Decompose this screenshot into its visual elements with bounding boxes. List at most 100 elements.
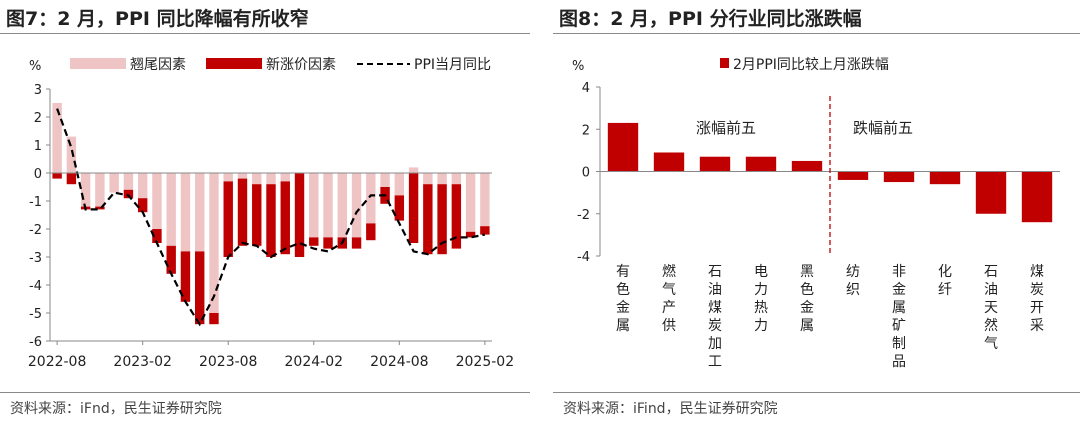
bar-carry-over <box>266 173 276 185</box>
bar-carry-over <box>337 173 347 238</box>
bar-carry-over <box>252 173 262 185</box>
bar-new-price <box>366 223 376 241</box>
bar-new-price <box>180 251 191 302</box>
figure-7-x-tick-label: 2022-08 <box>28 354 87 370</box>
bar-new-price <box>123 189 134 199</box>
bar-carry-over <box>109 173 119 193</box>
bar-new-price <box>95 206 105 210</box>
legend-label-carry-over: 翘尾因素 <box>130 57 186 73</box>
bar-new-price <box>223 181 233 257</box>
industry-category-label: 非金属矿制品 <box>892 264 906 370</box>
figure-8-legend: 2月PPI同比较上月涨跌幅 <box>720 57 889 73</box>
bar-new-price <box>423 184 433 255</box>
figure-7-panel: 图7：2 月，PPI 同比降幅有所收窄 % 翘尾因素 新涨价因素 PPI当月同比… <box>0 0 530 425</box>
bar-carry-over <box>209 173 219 313</box>
bar-carry-over <box>451 173 462 185</box>
industry-category-label: 化纤 <box>938 264 952 298</box>
bar-carry-over <box>237 173 248 179</box>
ppi-yoy-line <box>56 108 486 327</box>
industry-bar <box>1021 171 1053 223</box>
figure-7-y-tick-label: -3 <box>29 251 42 266</box>
industry-category-label: 石油煤炭加工 <box>708 264 722 370</box>
legend-swatch-industry <box>720 58 729 68</box>
bar-carry-over <box>423 173 433 185</box>
annotation-top-gainers: 涨幅前五 <box>696 119 756 137</box>
bar-new-price <box>465 231 476 238</box>
figure-7-y-tick-label: 2 <box>34 111 42 126</box>
bar-new-price <box>280 181 290 255</box>
bar-new-price <box>351 237 362 249</box>
figure-7-y-tick-label: -5 <box>29 307 42 322</box>
bar-new-price <box>437 184 447 255</box>
bar-carry-over <box>223 173 233 182</box>
bar-carry-over <box>323 173 333 238</box>
bar-new-price <box>152 229 162 243</box>
bar-new-price <box>480 226 490 235</box>
bar-new-price <box>209 313 219 325</box>
figure-7-legend: 翘尾因素 新涨价因素 PPI当月同比 <box>70 57 491 73</box>
figure-7-top-rule <box>0 33 530 34</box>
bar-carry-over <box>80 173 91 207</box>
figure-8-chart: % 2月PPI同比较上月涨跌幅 涨幅前五 跌幅前五 4 2 0 -2 -4 有色金属 燃气产… <box>572 57 1060 370</box>
industry-bar <box>791 160 823 172</box>
bar-carry-over <box>437 173 447 185</box>
figure-7-x-tick-label: 2025-02 <box>456 354 515 370</box>
industry-category-label: 石油天然气 <box>984 264 998 352</box>
figure-8-y-tick-label: 2 <box>582 123 590 138</box>
bar-carry-over <box>95 173 105 207</box>
industry-bar <box>699 156 731 172</box>
figure-7-x-tick-label: 2024-08 <box>370 354 429 370</box>
figure-8-y-tick-label: -2 <box>577 208 590 223</box>
figure-8-title: 图8：2 月，PPI 分行业同比涨跌幅 <box>559 8 862 30</box>
figure-7-y-tick-label: -2 <box>29 223 42 238</box>
figure-8-y-tick-label: 4 <box>582 81 590 96</box>
figure-7-y-tick-label: -6 <box>29 335 42 350</box>
figure-8-y-tick-label: -4 <box>577 250 590 265</box>
bar-new-price <box>294 173 305 257</box>
bar-carry-over <box>52 103 62 173</box>
bar-carry-over <box>152 173 162 229</box>
figure-7-unit-label: % <box>29 59 41 74</box>
bar-new-price <box>52 173 62 179</box>
industry-category-label: 纺织 <box>846 264 860 298</box>
bar-new-price <box>195 251 205 325</box>
figure-7-y-tick-label: 1 <box>34 139 42 154</box>
bar-carry-over <box>366 173 376 224</box>
industry-bar <box>653 152 685 172</box>
bar-carry-over <box>394 173 405 196</box>
legend-label-industry: 2月PPI同比较上月涨跌幅 <box>733 57 889 73</box>
legend-swatch-carry-over <box>70 58 126 69</box>
bar-new-price <box>137 198 148 213</box>
bar-new-price <box>252 184 262 246</box>
figure-8-top-rule <box>553 33 1080 34</box>
bar-carry-over <box>408 167 419 173</box>
figure-8-source: 资料来源：iFind，民生证券研究院 <box>563 401 778 417</box>
figure-7-title: 图7：2 月，PPI 同比降幅有所收窄 <box>6 8 309 30</box>
figure-8-bottom-rule <box>553 392 1080 393</box>
bar-carry-over <box>380 173 390 187</box>
bar-carry-over <box>465 173 476 232</box>
industry-bar <box>607 122 639 172</box>
industry-bar <box>929 171 961 185</box>
bar-carry-over <box>195 173 205 252</box>
industry-category-label: 有色金属 <box>616 264 630 334</box>
bar-new-price <box>266 184 276 257</box>
figure-7-x-tick-label: 2023-02 <box>113 354 172 370</box>
figure-7-x-tick-label: 2023-08 <box>199 354 258 370</box>
industry-bar <box>975 171 1007 214</box>
bar-new-price <box>309 237 319 246</box>
bar-carry-over <box>351 173 362 238</box>
bar-carry-over <box>123 173 134 190</box>
industry-bar <box>883 171 915 183</box>
industry-category-label: 煤炭开采 <box>1030 264 1044 334</box>
figure-8-unit-label: % <box>572 59 584 74</box>
figure-7-y-tick-label: -4 <box>29 279 42 294</box>
figure-7-y-tick-label: -1 <box>29 195 42 210</box>
bar-carry-over <box>180 173 191 252</box>
bar-carry-over <box>66 136 77 173</box>
industry-bar <box>745 156 777 172</box>
bar-new-price <box>451 184 462 249</box>
industry-category-label: 电力热力 <box>754 264 768 334</box>
industry-bar <box>837 171 869 180</box>
bar-carry-over <box>166 173 176 246</box>
